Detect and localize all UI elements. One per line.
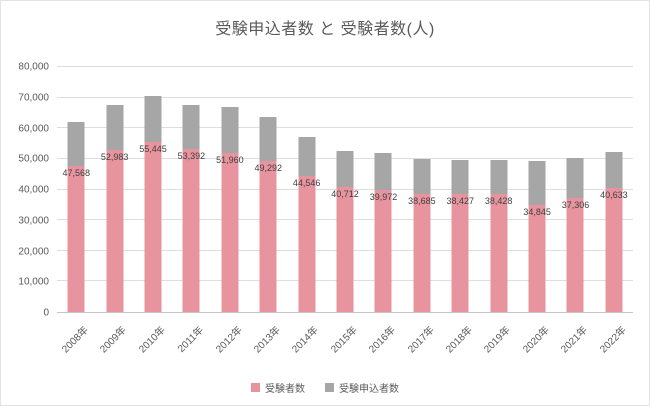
x-tick-label: 2021年 — [559, 324, 590, 356]
bar-group: 51,960 — [211, 67, 249, 312]
gridline — [57, 127, 633, 129]
gridline — [57, 96, 633, 98]
x-tick-label: 2014年 — [290, 324, 322, 356]
x-tick-label: 2018年 — [444, 324, 475, 356]
legend-label: 受験者数 — [265, 384, 305, 395]
bar-group: 44,546 — [287, 67, 325, 312]
x-tick-label: 2015年 — [329, 324, 360, 356]
bar-group: 38,685 — [403, 67, 441, 312]
x-tick-label: 2020年 — [521, 324, 552, 356]
x-axis-labels: 2008年 2009年 2010年 2011年 2012年 2013年 2014年 2015年… — [57, 314, 633, 368]
bar-group: 55,445 — [134, 67, 172, 312]
bar-data-label: 52,983 — [100, 151, 129, 162]
x-tick-label: 2008年 — [60, 324, 91, 356]
y-tick-label: 80,000 — [18, 61, 49, 73]
examinees-bar — [259, 161, 277, 312]
examinees-bar — [605, 187, 623, 312]
y-tick-label: 50,000 — [18, 153, 49, 165]
examinees-bar — [336, 187, 354, 312]
bar-data-label: 40,712 — [331, 189, 359, 200]
examinees-bar — [528, 205, 546, 312]
chart-title: 受験申込者数 と 受験者数(人) — [215, 21, 435, 38]
bar-group: 47,568 — [57, 67, 95, 312]
bar-group: 34,845 — [518, 67, 556, 312]
bar-data-label: 38,427 — [446, 196, 475, 207]
bar-group: 52,983 — [95, 67, 133, 312]
bar-data-label: 39,972 — [369, 191, 398, 202]
legend: 受験者数 受験申込者数 — [1, 380, 649, 395]
x-tick-label: 2017年 — [405, 324, 437, 356]
examinees-bar — [298, 175, 316, 312]
legend-item: 受験者数 — [251, 380, 305, 395]
examinees-bar — [374, 189, 392, 312]
bar-data-label: 49,292 — [254, 163, 282, 174]
bar-data-label: 34,845 — [523, 207, 551, 218]
plot-area: 47,568 52,983 55,445 53,392 51,960 49,292 44,5… — [57, 66, 633, 313]
x-tick-label: 2009年 — [98, 324, 130, 356]
y-tick-label: 0 — [43, 307, 49, 319]
y-tick-label: 20,000 — [18, 246, 49, 257]
bar-data-label: 37,306 — [561, 199, 590, 210]
x-tick-label: 2012年 — [213, 324, 245, 356]
y-tick-label: 10,000 — [18, 276, 49, 288]
examinees-bar — [144, 142, 162, 312]
x-tick-label: 2022年 — [597, 324, 629, 356]
y-tick-label: 30,000 — [18, 215, 49, 227]
x-tick-label: 2013年 — [252, 324, 283, 356]
examinees-bar — [566, 197, 584, 312]
x-tick-label: 2010年 — [137, 324, 168, 356]
bar-group: 49,292 — [249, 67, 287, 312]
y-tick-label: 40,000 — [18, 184, 49, 196]
x-tick-label: 2019年 — [482, 324, 514, 356]
y-tick-label: 70,000 — [18, 92, 49, 104]
bar-group: 38,427 — [441, 67, 479, 312]
gridline — [57, 66, 633, 67]
bar-data-label: 47,568 — [62, 168, 90, 179]
legend-swatch — [251, 383, 260, 392]
bar-group: 38,428 — [479, 67, 517, 312]
examinees-bar — [67, 166, 85, 312]
bar-data-label: 51,960 — [216, 154, 244, 165]
legend-label: 受験申込者数 — [339, 384, 399, 395]
bar-group: 37,306 — [556, 67, 594, 312]
legend-item: 受験申込者数 — [325, 380, 399, 395]
bars: 47,568 52,983 55,445 53,392 51,960 49,292 44,5… — [57, 67, 633, 312]
bar-group: 40,633 — [595, 67, 633, 312]
bar-data-label: 38,685 — [408, 195, 436, 206]
legend-swatch — [325, 383, 334, 392]
examinees-bar — [490, 194, 508, 312]
bar-data-label: 55,445 — [139, 144, 167, 155]
y-tick-label: 60,000 — [18, 123, 49, 134]
examinees-bar — [413, 193, 431, 312]
x-tick-label: 2011年 — [175, 324, 206, 355]
bar-group: 53,392 — [172, 67, 210, 312]
x-tick-label: 2016年 — [367, 324, 398, 356]
examinees-bar — [221, 152, 239, 312]
bar-group: 39,972 — [364, 67, 402, 312]
examinees-bar — [106, 149, 124, 312]
bar-data-label: 40,633 — [600, 189, 628, 200]
bar-group: 40,712 — [326, 67, 364, 312]
bar-data-label: 44,546 — [292, 177, 321, 188]
y-axis-labels: 0 10,000 20,000 30,000 40,000 50,000 60,000 70,… — [1, 62, 49, 319]
examinees-bar — [182, 148, 200, 312]
bar-data-label: 38,428 — [484, 196, 513, 207]
examinees-bar — [451, 194, 469, 312]
bar-data-label: 53,392 — [177, 150, 206, 161]
